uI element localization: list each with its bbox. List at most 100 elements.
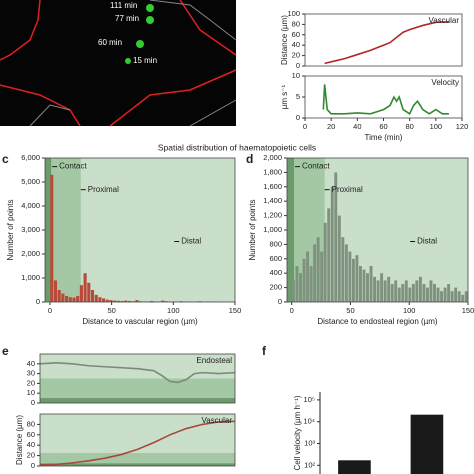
- hist-bar: [418, 276, 422, 302]
- x-tick-label: 100: [403, 306, 416, 315]
- hist-bar: [348, 251, 352, 302]
- hist-bar: [457, 291, 461, 302]
- hist-bar: [383, 280, 387, 302]
- y-tick-label: 40: [27, 440, 35, 449]
- region-label: Proximal: [88, 185, 119, 194]
- hist-bar: [408, 287, 412, 302]
- x-tick-label: 80: [405, 122, 413, 131]
- y-tick-label: 40: [292, 40, 300, 49]
- x-tick-label: 0: [48, 306, 52, 315]
- y-tick-label: 6,000: [21, 153, 40, 162]
- hist-bar: [464, 291, 468, 302]
- hist-bar: [366, 273, 369, 302]
- hist-bar: [83, 273, 87, 302]
- region: [40, 463, 235, 466]
- micrograph-bg: [0, 0, 236, 126]
- y-tick-label: 10: [292, 71, 300, 80]
- hist-bar: [461, 294, 465, 302]
- series-label: Vascular: [428, 16, 459, 25]
- x-tick-label: 150: [462, 306, 474, 315]
- y-axis-label: Distance (µm): [280, 15, 289, 65]
- region: [287, 158, 295, 302]
- x-tick-label: 50: [346, 306, 354, 315]
- hist-bar: [433, 284, 436, 302]
- y-tick-label: 1,800: [263, 167, 282, 176]
- y-tick-label: 20: [27, 451, 35, 460]
- hist-bar: [79, 285, 83, 302]
- y-axis-label: µm s⁻¹: [280, 84, 289, 109]
- hist-bar: [302, 258, 306, 302]
- y-tick-label: 80: [27, 419, 35, 428]
- y-tick-label: 60: [292, 30, 300, 39]
- micrograph: 111 min 77 min 60 min 15 min: [0, 0, 237, 127]
- hist-bar: [68, 297, 72, 302]
- hist-bar: [401, 284, 405, 302]
- y-tick-label: 3,000: [21, 225, 40, 234]
- hist-bar: [309, 266, 313, 302]
- line: [324, 21, 449, 65]
- bar: [338, 460, 371, 474]
- y-tick-label: 10⁵: [304, 395, 315, 404]
- time-label: 111 min: [110, 1, 137, 10]
- y-tick-label: 0: [296, 61, 300, 70]
- hist-bar: [76, 296, 80, 302]
- region-label: Distal: [181, 237, 201, 246]
- hist-bar: [135, 300, 139, 302]
- hist-bar: [150, 301, 154, 302]
- x-axis-label: Time (min): [365, 133, 403, 142]
- y-tick-label: 600: [269, 254, 282, 263]
- hist-bar: [72, 297, 76, 302]
- cell: [146, 16, 154, 24]
- region-label: Proximal: [332, 185, 363, 194]
- hist-bar: [454, 287, 458, 302]
- hist-bar: [65, 296, 69, 302]
- time-label: 15 min: [133, 56, 157, 65]
- hist-bar: [299, 273, 302, 302]
- hist-bar: [369, 266, 373, 302]
- series-label: Vascular: [201, 416, 232, 425]
- plot-bg: [305, 76, 462, 118]
- plot-frame: [304, 75, 463, 119]
- series-label: Endosteal: [196, 356, 232, 365]
- y-tick-label: 4,000: [21, 201, 40, 210]
- x-tick-label: 0: [303, 122, 307, 131]
- y-tick-label: 10⁴: [303, 417, 315, 426]
- hist-bar: [443, 287, 447, 302]
- hist-bar: [387, 276, 391, 302]
- y-tick-label: 10²: [304, 460, 315, 469]
- cell: [146, 4, 154, 12]
- plot-frame: [44, 157, 236, 303]
- hist-bar: [113, 300, 117, 302]
- hist-bar: [124, 300, 128, 302]
- y-tick-label: 2,000: [21, 249, 40, 258]
- y-tick-label: 800: [269, 239, 282, 248]
- time-label: 60 min: [98, 38, 122, 47]
- y-tick-label: 80: [292, 19, 300, 28]
- hist-bar: [109, 300, 113, 302]
- hist-bar: [57, 290, 61, 302]
- hist-bar: [341, 237, 345, 302]
- vessel-contour: [0, 0, 237, 127]
- hist-bar: [344, 244, 348, 302]
- plot-frame: [286, 157, 469, 303]
- hist-bar: [87, 282, 91, 302]
- x-tick-label: 120: [456, 122, 469, 131]
- panel-letter: e: [2, 344, 9, 358]
- y-axis-label: Cell velocity (µm h⁻¹): [293, 395, 302, 470]
- line: [39, 420, 236, 466]
- x-tick-label: 20: [327, 122, 335, 131]
- hist-bar: [116, 300, 120, 302]
- hist-bar: [330, 186, 334, 302]
- line: [322, 84, 449, 115]
- hist-bar: [90, 290, 95, 302]
- bone-contour: [29, 0, 237, 127]
- y-tick-label: 60: [27, 430, 35, 439]
- hist-bar: [94, 294, 98, 302]
- hist-bar: [320, 251, 324, 302]
- cell: [136, 40, 144, 48]
- hist-bar: [447, 284, 451, 302]
- hist-bar: [50, 174, 54, 302]
- region-label: Distal: [417, 237, 437, 246]
- hist-bar: [450, 291, 454, 302]
